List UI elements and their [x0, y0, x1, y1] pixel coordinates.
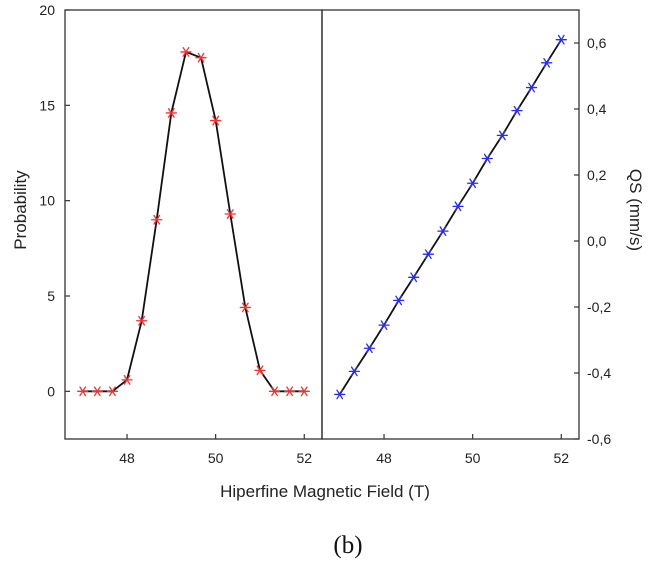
prob-data-point — [151, 214, 163, 225]
qs-data-point — [525, 82, 538, 93]
right-y-axis-label: QS (mm/s) — [626, 169, 645, 251]
prob-data-point — [136, 315, 148, 326]
prob-y-tick-label: 15 — [39, 97, 55, 113]
qs-data-point — [496, 130, 508, 141]
qs-data-point — [334, 389, 346, 400]
prob-data-point — [165, 108, 177, 118]
qs-data-point — [467, 178, 479, 189]
prob-x-tick-label: 50 — [208, 450, 224, 466]
prob-data-point — [91, 386, 103, 397]
prob-data-point — [224, 209, 236, 219]
qs-y-tick-label: 0,2 — [587, 167, 607, 183]
qs-data-point — [452, 201, 464, 212]
qs-x-tick-label: 48 — [376, 450, 392, 466]
prob-data-point — [77, 386, 89, 397]
prob-data-point — [254, 365, 266, 376]
qs-data-point — [348, 366, 360, 377]
qs-data-point — [541, 57, 553, 68]
right-plot-frame — [321, 9, 580, 440]
qs-data-point — [408, 272, 420, 283]
qs-series-line — [338, 39, 563, 395]
prob-data-point — [195, 52, 207, 63]
prob-y-tick-label: 0 — [47, 383, 55, 399]
qs-y-tick-label: 0,0 — [587, 233, 607, 249]
qs-y-tick-label: -0,6 — [587, 431, 611, 447]
qs-plot: -0,6 -0,4 -0,2 0,0 0,2 0,4 0,6 48 50 52 — [334, 34, 611, 466]
qs-data-point — [555, 34, 567, 45]
qs-data-point — [393, 295, 405, 306]
qs-x-tick-label: 50 — [465, 450, 481, 466]
prob-data-point — [210, 115, 222, 126]
prob-data-point — [121, 374, 133, 385]
prob-y-tick-label: 10 — [39, 193, 55, 209]
prob-data-point — [284, 386, 296, 397]
qs-data-point — [437, 226, 449, 237]
figure-caption: (b) — [333, 532, 362, 559]
qs-data-point — [511, 105, 523, 116]
prob-data-point — [298, 386, 310, 397]
prob-x-tick-label: 52 — [296, 450, 312, 466]
prob-x-tick-label: 48 — [119, 450, 135, 466]
qs-data-point — [378, 320, 390, 331]
left-plot-frame — [64, 9, 323, 440]
prob-data-point — [106, 386, 119, 397]
x-axis-label: Hiperfine Magnetic Field (T) — [220, 482, 430, 501]
qs-x-tick-label: 52 — [553, 450, 569, 466]
qs-y-tick-label: -0,2 — [587, 299, 611, 315]
prob-y-tick-label: 5 — [47, 288, 55, 304]
qs-y-tick-label: -0,4 — [587, 365, 611, 381]
prob-data-point — [239, 302, 251, 313]
left-y-axis-label: Probability — [11, 170, 30, 250]
qs-data-point — [363, 343, 376, 354]
prob-y-tick-label: 20 — [39, 2, 55, 18]
prob-series-line — [82, 51, 305, 393]
prob-data-point — [180, 47, 192, 57]
qs-data-point — [422, 249, 434, 260]
qs-data-point — [481, 153, 493, 164]
probability-plot: 0 5 10 15 20 48 50 52 — [39, 2, 312, 466]
qs-y-tick-label: 0,6 — [587, 35, 607, 51]
prob-data-point — [268, 386, 281, 397]
qs-y-tick-label: 0,4 — [587, 101, 607, 117]
